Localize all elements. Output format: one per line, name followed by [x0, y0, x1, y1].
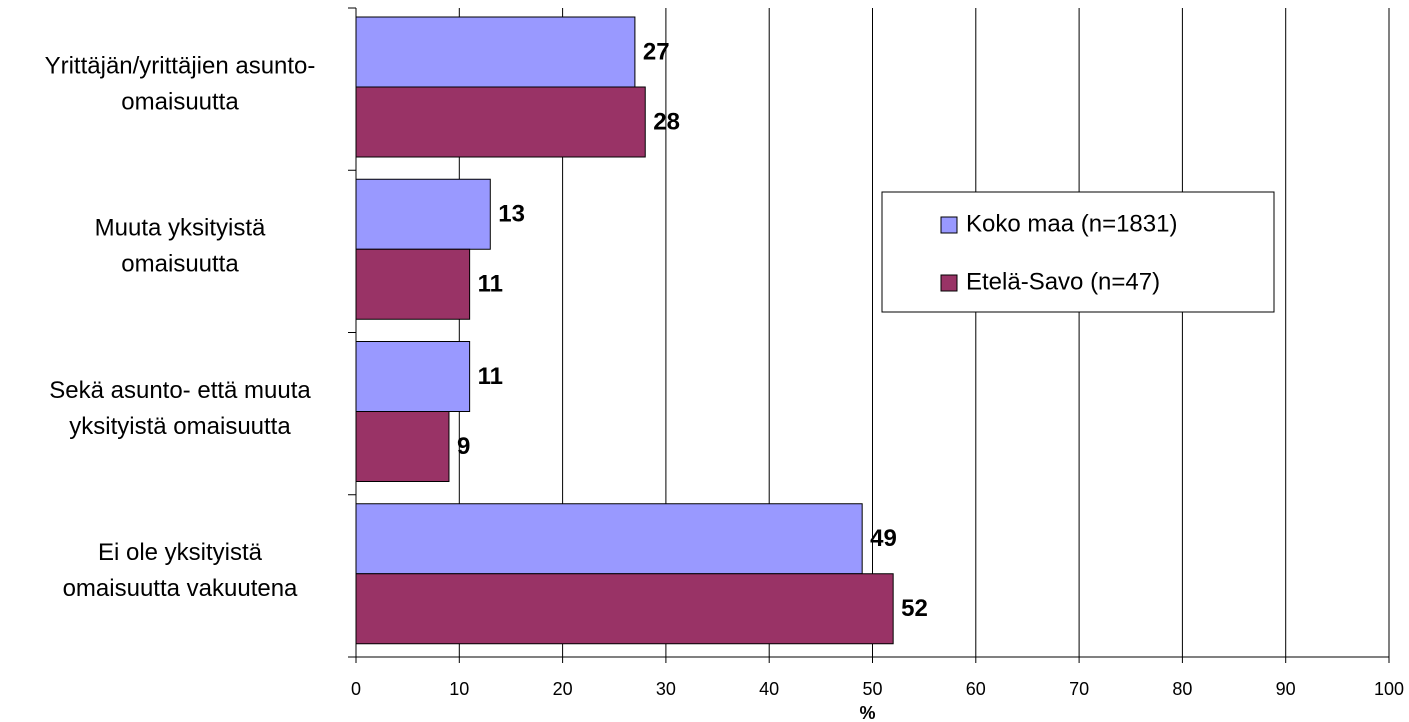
y-tick-label: Yrittäjän/yrittäjien asunto- — [45, 52, 316, 79]
x-tick-label: 90 — [1276, 679, 1296, 699]
data-label: 27 — [643, 38, 670, 65]
x-tick-label: 20 — [553, 679, 573, 699]
bar — [355, 16, 636, 88]
y-tick-label: yksityistä omaisuutta — [69, 413, 291, 440]
data-label: 9 — [457, 433, 470, 460]
data-label: 11 — [478, 363, 503, 390]
x-tick-label: 50 — [862, 679, 882, 699]
y-tick-label: omaisuutta vakuutena — [63, 575, 298, 602]
x-tick-label: 60 — [966, 679, 986, 699]
data-label: 11 — [478, 271, 503, 298]
data-label: 52 — [901, 595, 928, 622]
bar — [355, 86, 646, 158]
y-tick-label: Ei ole yksityistä — [98, 539, 263, 566]
data-label: 13 — [498, 201, 525, 228]
bar — [355, 411, 450, 482]
x-tick-label: 10 — [449, 679, 469, 699]
x-tick-label: 40 — [759, 679, 779, 699]
x-tick-label: 0 — [351, 679, 361, 699]
data-label: 49 — [870, 525, 897, 552]
bar — [355, 178, 491, 250]
x-tick-label: 100 — [1374, 679, 1404, 699]
legend-label: Koko maa (n=1831) — [966, 210, 1177, 237]
x-tick-label: 80 — [1172, 679, 1192, 699]
bar — [355, 573, 894, 645]
bar — [355, 503, 863, 575]
y-tick-label: Sekä asunto- että muuta — [49, 377, 311, 404]
legend-swatch — [940, 216, 958, 234]
legend-box — [881, 191, 1275, 313]
bar — [355, 341, 471, 412]
data-label: 28 — [653, 108, 680, 135]
y-tick-label: omaisuutta — [121, 251, 239, 278]
y-tick-label: Muuta yksityistä — [95, 215, 266, 242]
x-axis-label: % — [859, 703, 875, 722]
legend-swatch — [940, 274, 958, 292]
y-tick-label: omaisuutta — [121, 88, 239, 115]
x-tick-label: 70 — [1069, 679, 1089, 699]
x-tick-label: 30 — [656, 679, 676, 699]
bar — [355, 248, 471, 320]
legend-label: Etelä-Savo (n=47) — [966, 268, 1160, 295]
